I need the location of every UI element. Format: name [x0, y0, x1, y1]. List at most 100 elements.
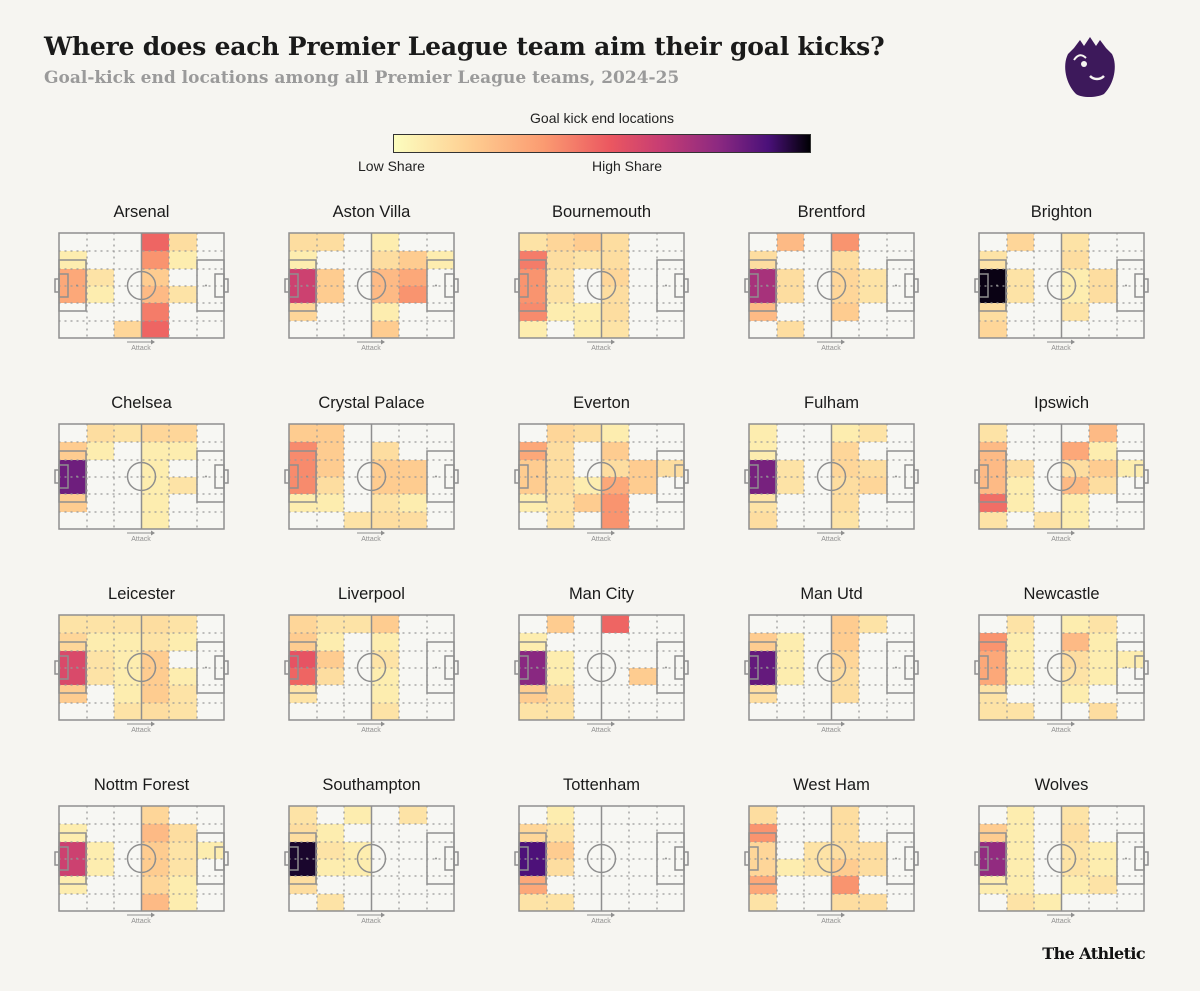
- heat-cell: [1089, 668, 1117, 685]
- heat-cell: [142, 477, 169, 494]
- heat-cell: [832, 685, 859, 703]
- heat-cell: [169, 842, 197, 859]
- centre-circle: [816, 270, 847, 301]
- heat-cell: [1062, 824, 1089, 842]
- heat-cell: [169, 477, 197, 494]
- heat-cell: [142, 321, 169, 338]
- heat-cell: [289, 303, 317, 321]
- legend-colorbar: [393, 134, 811, 153]
- centre-circle: [126, 843, 157, 874]
- heat-cell: [1062, 442, 1089, 460]
- heat-cell: [547, 233, 574, 251]
- penalty-spot: [536, 666, 538, 669]
- heat-cell: [1089, 651, 1117, 668]
- heat-cell: [344, 806, 372, 824]
- heat-cell: [372, 251, 399, 269]
- heat-cell: [372, 685, 399, 703]
- goal-left: [744, 278, 750, 293]
- penalty-spot: [536, 857, 538, 860]
- centre-circle: [356, 843, 387, 874]
- heat-cell: [169, 233, 197, 251]
- the-athletic-logo: The Athletic: [1042, 944, 1145, 963]
- heat-cell: [519, 894, 547, 911]
- team-pitch-newcastle: Newcastle Attack: [974, 585, 1149, 734]
- heat-cell: [629, 460, 657, 477]
- centre-spot: [600, 284, 603, 287]
- attack-arrowhead-icon: [841, 912, 845, 918]
- heat-cell: [979, 321, 1007, 338]
- heat-cell: [59, 477, 87, 494]
- centre-spot: [370, 857, 373, 860]
- heat-cell: [317, 233, 344, 251]
- team-pitch-brighton: Brighton Attack: [974, 203, 1149, 352]
- heat-cell: [344, 512, 372, 529]
- heat-cell: [169, 633, 197, 651]
- heat-cell: [519, 685, 547, 703]
- penalty-spot: [536, 475, 538, 478]
- heat-cell: [169, 615, 197, 633]
- heat-cell: [1007, 703, 1034, 720]
- penalty-spot: [306, 284, 308, 287]
- heat-cell: [372, 633, 399, 651]
- heat-cell: [1089, 269, 1117, 286]
- heat-cell: [317, 286, 344, 303]
- heat-cell: [519, 321, 547, 338]
- heat-cell: [777, 269, 804, 286]
- heat-cell: [289, 876, 317, 894]
- heat-cell: [547, 842, 574, 859]
- centre-spot: [370, 284, 373, 287]
- heat-cell: [777, 460, 804, 477]
- heat-cell: [317, 651, 344, 668]
- attack-label: Attack: [131, 918, 151, 925]
- attack-arrowhead-icon: [841, 721, 845, 727]
- heat-cell: [1062, 286, 1089, 303]
- goal-right: [223, 278, 229, 293]
- heat-cell: [169, 251, 197, 269]
- goal-right: [453, 851, 459, 866]
- team-name: Tottenham: [563, 776, 640, 794]
- heat-cell: [169, 685, 197, 703]
- centre-spot: [1060, 284, 1063, 287]
- centre-circle: [1046, 652, 1077, 683]
- heat-cell: [574, 233, 602, 251]
- penalty-spot: [1125, 857, 1127, 860]
- heat-cell: [399, 251, 427, 269]
- heat-cell: [519, 286, 547, 303]
- heat-cell: [59, 615, 87, 633]
- heat-cell: [289, 477, 317, 494]
- heat-cell: [87, 424, 114, 442]
- attack-label: Attack: [131, 536, 151, 543]
- heat-cell: [749, 651, 777, 668]
- heat-cell: [547, 615, 574, 633]
- heat-cell: [59, 859, 87, 876]
- heat-cell: [547, 668, 574, 685]
- heat-cell: [372, 321, 399, 338]
- heat-cell: [289, 286, 317, 303]
- team-pitch-crystal-palace: Crystal Palace Attack: [284, 394, 459, 543]
- premier-league-logo-icon: [1065, 37, 1115, 97]
- heat-cell: [519, 269, 547, 286]
- heat-cell: [317, 269, 344, 286]
- team-pitch-west-ham: West Ham Attack: [744, 776, 919, 925]
- heat-cell: [59, 269, 87, 286]
- attack-label: Attack: [131, 345, 151, 352]
- heat-cell: [59, 494, 87, 512]
- heat-cell: [317, 859, 344, 876]
- team-pitch-aston-villa: Aston Villa Attack: [284, 203, 459, 352]
- heat-cell: [547, 512, 574, 529]
- heat-cell: [979, 859, 1007, 876]
- penalty-spot: [766, 475, 768, 478]
- heat-cell: [1007, 824, 1034, 842]
- heat-cell: [979, 876, 1007, 894]
- heat-cell: [372, 615, 399, 633]
- goal-right: [453, 278, 459, 293]
- heat-cell: [1062, 633, 1089, 651]
- penalty-spot: [306, 857, 308, 860]
- heat-cell: [372, 494, 399, 512]
- goal-left: [744, 660, 750, 675]
- chart-subtitle: Goal-kick end locations among all Premie…: [44, 68, 680, 88]
- team-name: Man City: [569, 585, 635, 603]
- heat-cell: [749, 806, 777, 824]
- team-pitch-tottenham: Tottenham Attack: [514, 776, 689, 925]
